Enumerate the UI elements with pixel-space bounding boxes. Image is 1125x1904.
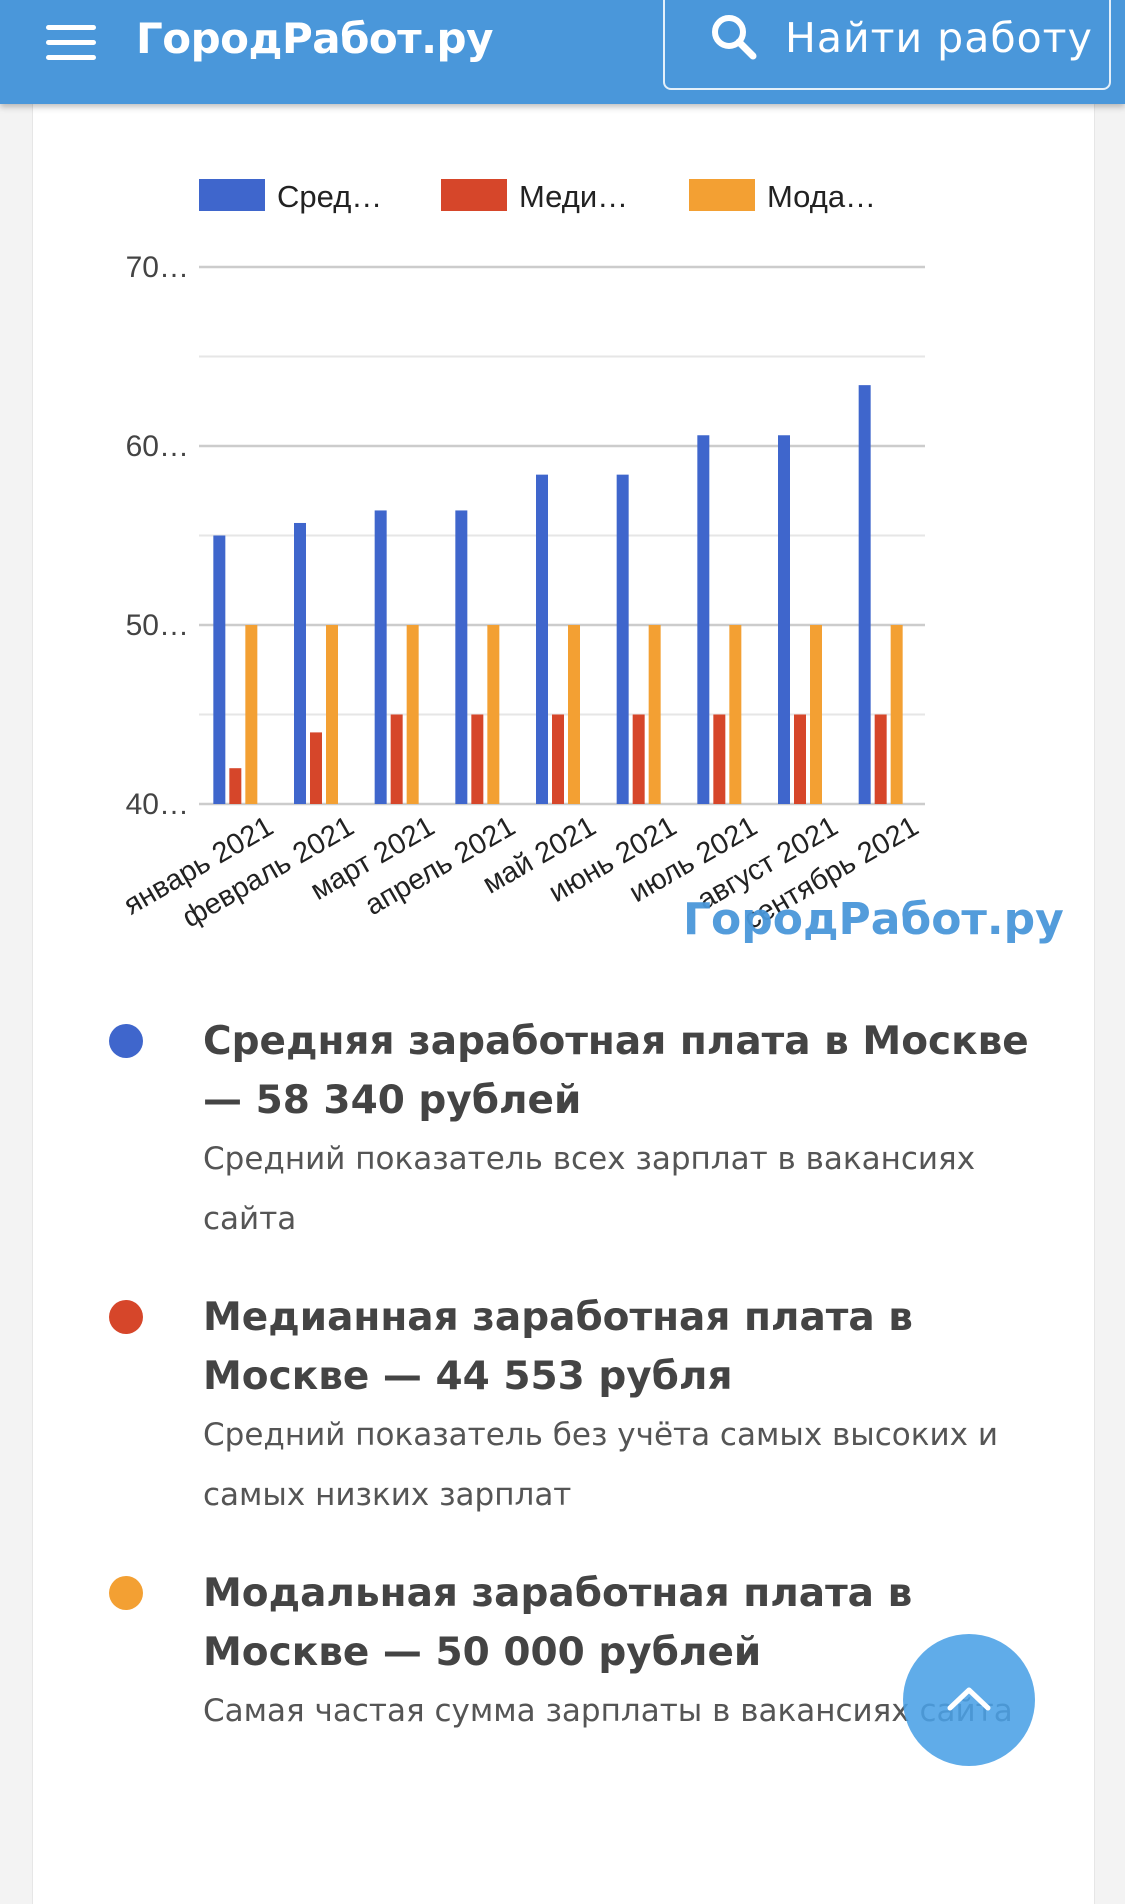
median-dot: [109, 1300, 143, 1334]
bar: [778, 435, 790, 804]
scroll-to-top-button[interactable]: [903, 1634, 1035, 1766]
bar: [536, 474, 548, 804]
bar: [294, 522, 306, 804]
search-icon: [712, 15, 757, 60]
site-logo[interactable]: ГородРабот.ру: [136, 14, 494, 63]
bar: [729, 625, 742, 804]
legend-swatch: [689, 179, 755, 211]
bar: [810, 625, 822, 804]
bar: [326, 625, 338, 804]
bar: [213, 535, 226, 804]
bar: [455, 510, 468, 804]
bar: [794, 714, 806, 804]
bar: [858, 385, 871, 804]
bar: [874, 714, 887, 804]
legend-swatch: [441, 179, 507, 211]
bar: [890, 625, 903, 804]
stat-average-description: Средний показатель всех зарплат в ваканс…: [203, 1141, 976, 1237]
bar: [552, 714, 564, 804]
bar: [648, 625, 661, 804]
average-dot: [109, 1024, 143, 1058]
legend-label: Меди…: [519, 179, 628, 214]
stat-average-title: Средняя заработная плата в Москве — 58 3…: [203, 1019, 1029, 1123]
stat-median-title: Медианная заработная плата в Москве — 44…: [203, 1295, 913, 1399]
menu-icon[interactable]: [46, 25, 96, 61]
bar: [568, 625, 580, 804]
y-tick-label: 50…: [126, 609, 189, 642]
stat-mode-title: Модальная заработная плата в Москве — 50…: [203, 1571, 913, 1675]
legend-label: Сред…: [277, 179, 382, 214]
content-card: 40… 50… 60… 70… Сред… Меди… Мода… январь 2021 фе…: [32, 104, 1095, 1904]
legend-swatch: [199, 179, 265, 211]
bar: [713, 714, 726, 804]
chevron-up-icon: [947, 1687, 991, 1711]
salary-chart: 40…50…60…70…Сред… Меди… Мода…январь 2021фе…: [118, 179, 1064, 945]
bar: [406, 625, 419, 804]
mode-dot: [109, 1576, 143, 1610]
y-tick-label: 40…: [126, 788, 189, 821]
bar: [697, 435, 710, 804]
bar: [245, 625, 258, 804]
bar: [471, 714, 484, 804]
bar: [390, 714, 403, 804]
header: ГородРабот.ру Найти работу: [0, 0, 1125, 104]
search-button[interactable]: Найти работу: [663, 0, 1111, 90]
y-tick-label: 70…: [126, 251, 189, 284]
legend-label: Мода…: [767, 179, 876, 214]
stat-mode-description: Самая частая сумма зарплаты в вакансиях …: [203, 1693, 1013, 1729]
bar: [616, 474, 629, 804]
y-tick-label: 60…: [126, 430, 189, 463]
search-label: Найти работу: [785, 14, 1093, 62]
bar: [487, 625, 500, 804]
bar: [310, 732, 322, 804]
chart-watermark: ГородРабот.ру: [683, 894, 1064, 945]
bar: [374, 510, 387, 804]
stat-median-description: Средний показатель без учёта самых высок…: [203, 1417, 998, 1513]
bar: [229, 768, 242, 804]
bar: [632, 714, 645, 804]
